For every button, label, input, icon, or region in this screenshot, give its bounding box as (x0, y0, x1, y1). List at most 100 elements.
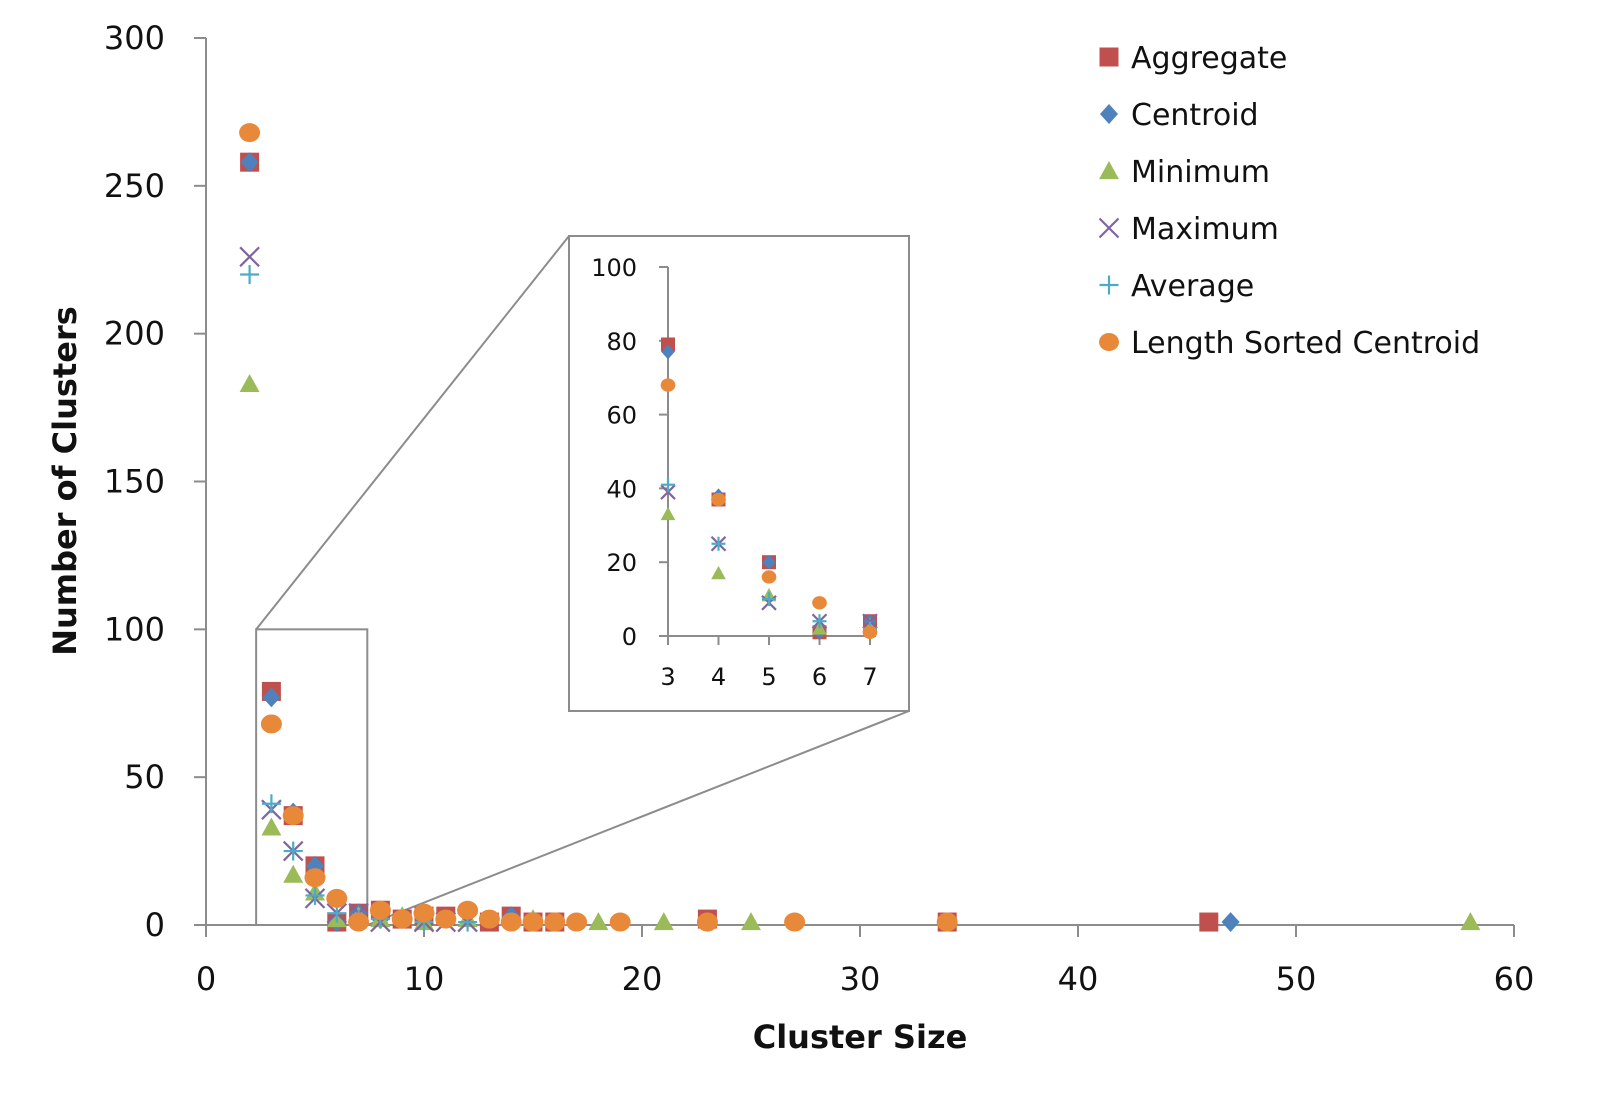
inset-series-length-sorted-centroid (660, 378, 878, 639)
inset-data-point (661, 344, 675, 360)
legend-label: Centroid (1131, 98, 1259, 133)
inset-x-tick-label: 3 (660, 663, 675, 691)
data-point (239, 246, 260, 268)
inset-x-tick-label: 7 (862, 663, 877, 691)
x-tick-label: 10 (404, 960, 445, 998)
inset-data-point (711, 536, 726, 551)
y-tick-label: 200 (104, 315, 165, 353)
inset-box (568, 235, 910, 712)
data-point (696, 912, 718, 932)
data-point (544, 912, 566, 932)
x-tick-label: 40 (1058, 960, 1099, 998)
zoom-guide-line (255, 235, 570, 630)
y-tick-label: 50 (124, 758, 165, 796)
legend-label: Maximum (1131, 212, 1279, 247)
inset-data-point (660, 484, 676, 500)
data-point (413, 903, 435, 923)
inset-data-point (711, 492, 726, 507)
legend-marker-x-icon (1098, 217, 1120, 239)
legend-item: Maximum (1098, 212, 1279, 247)
inset-data-point (660, 506, 676, 521)
y-tick-label: 150 (104, 463, 165, 501)
legend: Aggregate Centroid Minimum Maximum Average Le… (1098, 41, 1480, 361)
data-point (566, 912, 588, 932)
data-point (261, 817, 282, 836)
y-axis-title: Number of Clusters (46, 306, 84, 656)
data-point (741, 912, 761, 931)
inset-data-point (862, 613, 878, 630)
y-tick-label: 250 (104, 167, 165, 205)
data-point (1199, 912, 1219, 932)
inset-data-point (661, 337, 675, 352)
inset-data-point (812, 596, 827, 610)
inset-x-tick-label: 5 (761, 663, 776, 691)
data-point (500, 912, 522, 932)
data-point (936, 912, 958, 932)
legend-label: Length Sorted Centroid (1131, 326, 1480, 361)
data-point (305, 855, 325, 876)
inset-data-point (812, 614, 827, 629)
x-tick-label: 50 (1276, 960, 1317, 998)
x-tick-label: 20 (622, 960, 663, 998)
x-axis-title: Cluster Size (753, 1018, 968, 1056)
inset-series-average (661, 477, 877, 636)
data-point (478, 909, 500, 929)
inset-data-point (661, 477, 675, 492)
main-points (239, 123, 1481, 933)
zoom-guides (255, 235, 910, 926)
data-point (522, 912, 544, 932)
inset-data-point (762, 592, 776, 607)
inset-data-point (660, 378, 676, 392)
legend-label: Aggregate (1131, 41, 1287, 76)
data-point (260, 714, 282, 734)
inset-data-point (762, 554, 776, 570)
data-point (283, 841, 303, 861)
data-point (240, 265, 260, 285)
inset-x-tick-label: 6 (812, 663, 827, 691)
inset-data-point (761, 570, 777, 584)
x-tick-label: 60 (1494, 960, 1535, 998)
legend-item: Average (1099, 269, 1254, 304)
data-point (653, 912, 674, 931)
inset-y-tick-label: 100 (591, 254, 637, 282)
data-point (784, 912, 806, 932)
x-tick-label: 0 (196, 960, 216, 998)
legend-marker-square-icon (1099, 47, 1119, 67)
data-point (282, 806, 304, 826)
data-point (348, 912, 370, 932)
legend-item: Aggregate (1099, 41, 1287, 76)
legend-item: Length Sorted Centroid (1099, 326, 1480, 361)
inset-data-point (862, 625, 878, 639)
inset-data-point (711, 565, 726, 580)
inset-y-tick-label: 20 (606, 549, 637, 577)
inset-y-tick-label: 0 (622, 623, 637, 651)
data-point (391, 909, 413, 929)
data-point (457, 900, 479, 920)
legend-label: Average (1131, 269, 1254, 304)
legend-marker-plus-icon (1099, 275, 1119, 295)
inset-chart: 0 20 40 60 80 100 3 4 5 6 7 (568, 235, 910, 712)
data-point (305, 885, 325, 905)
series-length-sorted-centroid (239, 123, 958, 932)
data-point (609, 912, 631, 932)
legend-item: Centroid (1099, 98, 1259, 133)
y-tick-label: 300 (104, 19, 165, 57)
data-point (369, 900, 391, 920)
legend-item: Minimum (1099, 155, 1270, 190)
data-point (239, 123, 261, 143)
data-point (1460, 912, 1481, 931)
legend-marker-triangle-icon (1099, 161, 1119, 180)
data-point (262, 687, 281, 708)
data-point (304, 868, 326, 888)
x-tick-label: 30 (840, 960, 881, 998)
inset-x-tick-label: 4 (711, 663, 726, 691)
legend-marker-diamond-icon (1099, 104, 1119, 124)
data-point (261, 794, 281, 814)
inset-y-tick-label: 40 (606, 475, 637, 503)
inset-y-tick-label: 60 (606, 402, 637, 430)
y-tick-label: 100 (104, 610, 165, 648)
y-tick-label: 0 (145, 906, 165, 944)
data-point (435, 909, 457, 929)
